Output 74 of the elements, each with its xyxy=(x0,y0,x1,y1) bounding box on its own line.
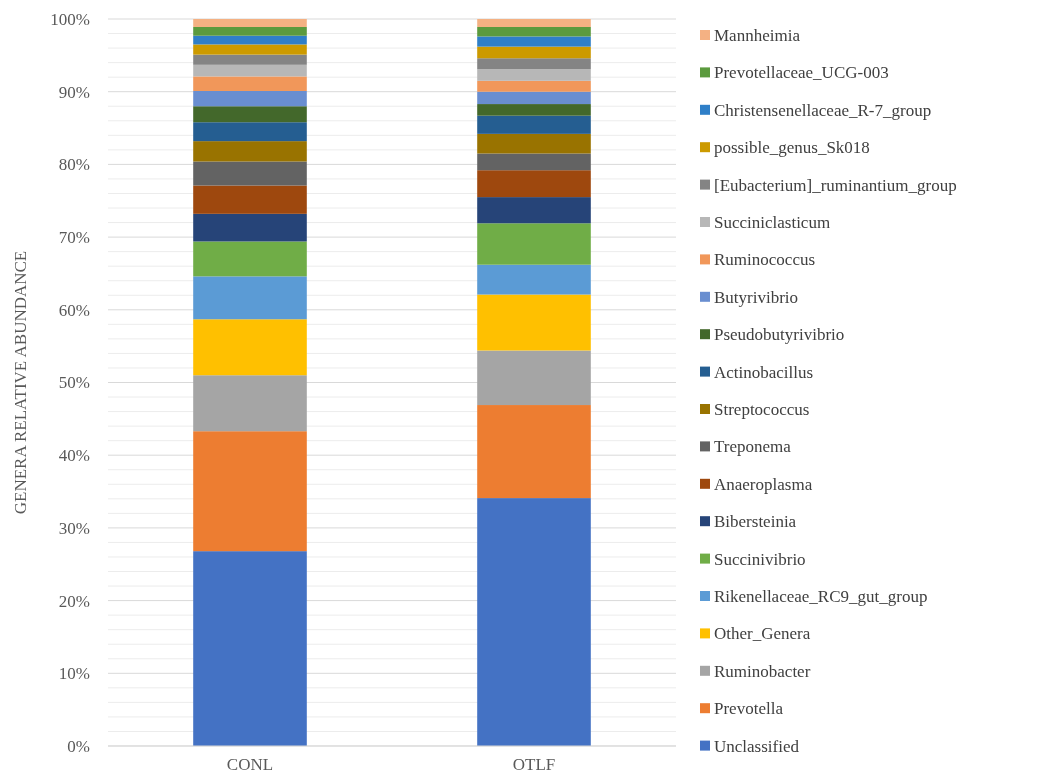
legend-label: Ruminococcus xyxy=(714,250,816,270)
bar xyxy=(193,276,307,320)
y-axis-title: GENERA RELATIVE ABUNDANCE xyxy=(11,250,30,515)
legend-label: Prevotellaceae_UCG-003 xyxy=(714,63,889,83)
y-tick-label: 0% xyxy=(67,736,90,756)
bar xyxy=(193,319,307,376)
bar xyxy=(193,431,307,552)
bar xyxy=(477,294,591,351)
bar xyxy=(193,54,307,65)
bar xyxy=(193,106,307,123)
x-tick-label: OTLF xyxy=(512,755,556,774)
y-tick-label: 20% xyxy=(58,591,90,611)
legend-label: Treponema xyxy=(714,437,792,457)
bar xyxy=(193,122,307,142)
bar xyxy=(193,241,307,277)
bar xyxy=(477,58,591,70)
bar xyxy=(193,90,307,107)
bar xyxy=(477,91,591,105)
y-tick-label: 30% xyxy=(58,518,90,538)
bar xyxy=(477,170,591,198)
bar xyxy=(193,64,307,77)
bar xyxy=(193,35,307,45)
bar xyxy=(477,36,591,47)
bar xyxy=(193,19,307,27)
legend-label: Other_Genera xyxy=(714,624,811,644)
legend-label: Rikenellaceae_RC9_gut_group xyxy=(714,586,928,606)
bar xyxy=(193,185,307,214)
legend-label: Unclassified xyxy=(714,736,800,756)
y-tick-label: 100% xyxy=(50,9,90,29)
legend-label: [Eubacterium]_ruminantium_group xyxy=(714,175,957,195)
bar xyxy=(477,19,591,27)
bar xyxy=(193,44,307,55)
legend-label: Christensenellaceae_R-7_group xyxy=(714,100,932,120)
bar xyxy=(477,46,591,59)
bar xyxy=(477,104,591,116)
legend-label: Mannheimia xyxy=(714,25,801,45)
bar xyxy=(477,27,591,37)
y-tick-label: 10% xyxy=(58,664,90,684)
x-tick-label: CONL xyxy=(226,755,274,774)
legend-label: Anaeroplasma xyxy=(714,474,813,494)
bar xyxy=(193,161,307,186)
bar xyxy=(477,80,591,92)
legend-label: Prevotella xyxy=(714,699,784,719)
legend-label: Actinobacillus xyxy=(714,362,814,382)
legend-label: Bibersteinia xyxy=(714,512,797,532)
bar xyxy=(193,551,307,746)
bar xyxy=(477,498,591,746)
bar xyxy=(477,197,591,224)
bar xyxy=(477,115,591,134)
bar xyxy=(477,405,591,499)
y-tick-label: 60% xyxy=(58,300,90,320)
bar xyxy=(477,153,591,171)
bar xyxy=(193,213,307,242)
y-tick-label: 80% xyxy=(58,155,90,175)
bar xyxy=(193,76,307,91)
bar xyxy=(193,27,307,36)
bar xyxy=(477,264,591,295)
legend-label: Ruminobacter xyxy=(714,661,811,681)
y-tick-label: 40% xyxy=(58,446,90,466)
legend-label: Butyrivibrio xyxy=(714,287,799,307)
y-tick-label: 70% xyxy=(58,228,90,248)
legend-label: Pseudobutyrivibrio xyxy=(714,325,845,345)
legend-label: Succiniclasticum xyxy=(714,212,831,232)
bar xyxy=(477,133,591,154)
bar xyxy=(477,69,591,81)
legend-label: Streptococcus xyxy=(714,399,810,419)
legend-label: possible_genus_Sk018 xyxy=(714,138,870,158)
bar xyxy=(193,375,307,432)
legend-label: Succinivibrio xyxy=(714,549,806,569)
y-tick-label: 50% xyxy=(58,373,90,393)
bar xyxy=(477,223,591,265)
bar xyxy=(477,350,591,406)
y-tick-label: 90% xyxy=(58,82,90,102)
bar xyxy=(193,141,307,162)
